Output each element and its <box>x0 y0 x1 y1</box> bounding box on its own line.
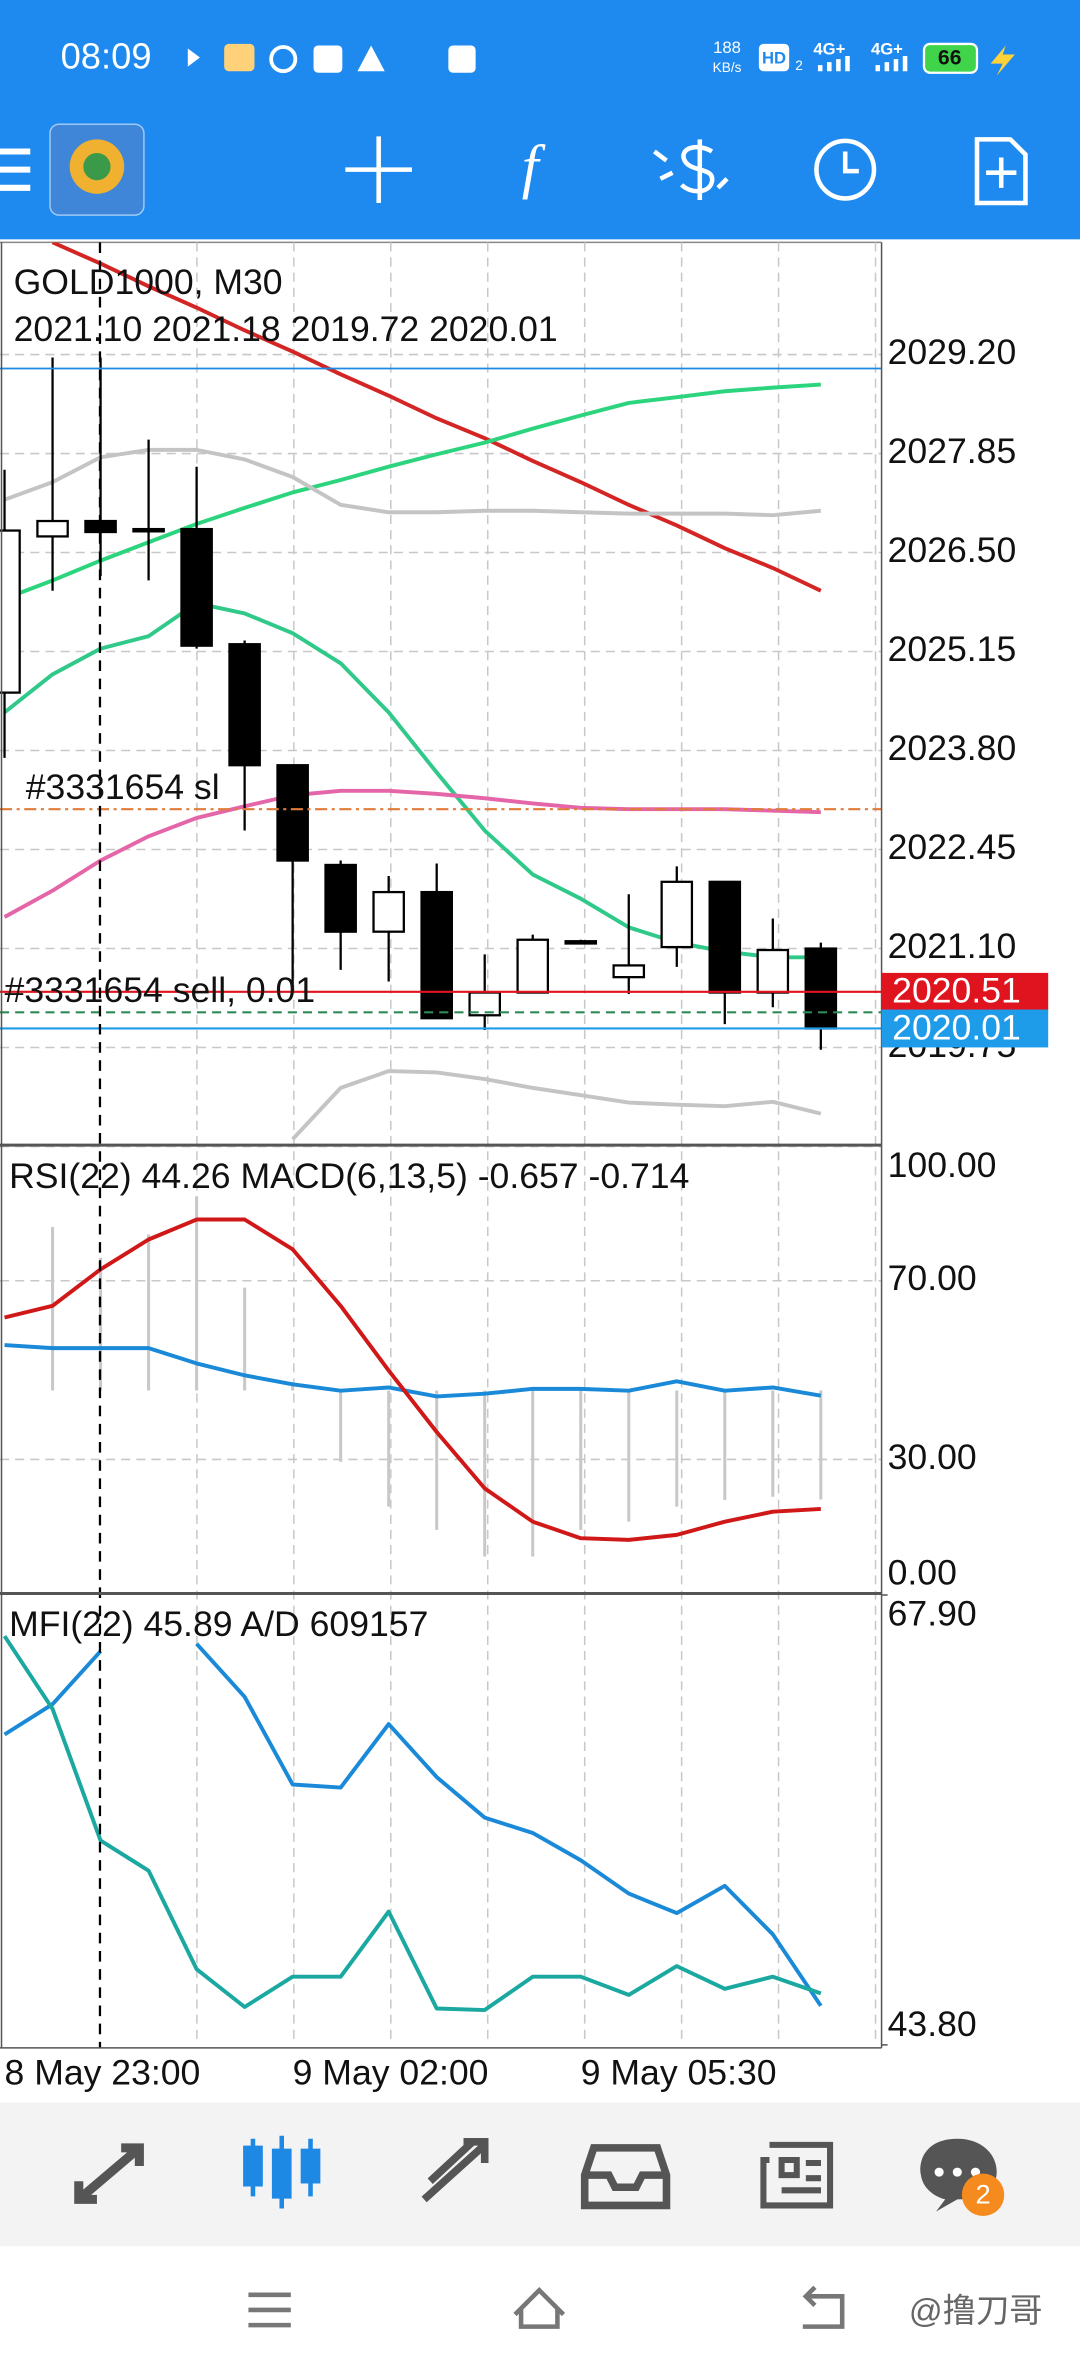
chart <box>0 241 882 2045</box>
candle-body <box>516 938 550 994</box>
y-tick-label: 43.80 <box>888 2004 977 2044</box>
menu-button[interactable] <box>0 148 31 191</box>
indicator-line <box>51 242 822 593</box>
y-tick-label: 2027.85 <box>888 431 1017 471</box>
y-tick-label: 70.00 <box>888 1258 977 1298</box>
battery <box>922 42 979 74</box>
candle-body <box>180 527 213 647</box>
net-unit: KB/s <box>713 60 742 75</box>
status-icon <box>269 45 298 74</box>
charging-icon <box>990 45 1015 76</box>
candle-body <box>324 863 357 933</box>
signal-bars <box>817 56 908 72</box>
panel <box>2 1634 823 2013</box>
panel <box>0 1146 882 1594</box>
indicator-line <box>291 1069 822 1141</box>
y-tick-label: 2021.10 <box>888 926 1017 966</box>
candle-body <box>132 527 165 533</box>
price-tag-label: 2020.51 <box>892 971 1021 1011</box>
status-time: 08:09 <box>61 36 152 77</box>
hd-icon <box>758 43 790 72</box>
status-icon <box>224 43 255 72</box>
panel-title: MFI(22) 45.89 A/D 609157 <box>9 1604 428 1644</box>
y-tick-label: 67.90 <box>888 1594 977 1634</box>
network-label: 4G+ <box>871 39 903 58</box>
nav-home[interactable] <box>513 2287 566 2329</box>
app-logo-mark <box>83 152 111 181</box>
indicator-line <box>3 382 821 601</box>
network-label: 4G+ <box>813 39 845 58</box>
x-tick-label: 9 May 05:30 <box>581 2053 777 2093</box>
battery-level: 66 <box>938 47 962 70</box>
nav-back[interactable] <box>802 2285 845 2329</box>
candle-body <box>276 764 309 862</box>
indicator-line <box>2 1634 822 2013</box>
nav-bar <box>0 2246 1080 2376</box>
y-tick-label: 0.00 <box>888 1553 957 1593</box>
candle-body <box>36 519 69 538</box>
candle-body <box>708 880 742 994</box>
indicator-line <box>3 447 822 518</box>
candle-body <box>372 890 405 933</box>
tab-trade[interactable] <box>421 2138 489 2203</box>
panel-subtitle: 2021.10 2021.18 2019.72 2020.01 <box>14 309 558 349</box>
candle-body <box>0 529 21 694</box>
panel <box>0 242 882 1141</box>
candle-body <box>612 964 646 979</box>
candle-body <box>756 948 790 994</box>
price-tag <box>881 1009 1049 1048</box>
templates-button-plus <box>986 157 1017 188</box>
panel-title: RSI(22) 44.26 MACD(6,13,5) -0.657 -0.714 <box>9 1156 689 1196</box>
templates-button[interactable] <box>974 137 1028 206</box>
status-icon <box>313 45 343 73</box>
status-icon <box>187 48 200 67</box>
tab-quotes[interactable] <box>74 2143 144 2204</box>
candle-body <box>420 890 453 1020</box>
y-tick-label: 2022.45 <box>888 827 1017 867</box>
hd-sim: 2 <box>795 58 803 73</box>
y-tick-label: 30.00 <box>888 1437 977 1477</box>
candle-body <box>660 880 694 949</box>
hd-label: HD <box>762 48 786 67</box>
net-speed: 188 <box>713 38 741 57</box>
badge <box>961 2173 1005 2217</box>
indicator-line <box>3 1642 823 2007</box>
trade-button[interactable] <box>680 139 715 200</box>
candle-body <box>564 940 598 945</box>
period-button[interactable] <box>814 138 877 201</box>
panel-title: GOLD1000, M30 <box>14 262 283 302</box>
candle-body <box>804 947 838 1030</box>
y-tick-label: 2029.20 <box>888 332 1017 372</box>
indicator-line <box>4 1217 821 1542</box>
watermark: @撸刀哥 <box>909 2293 1043 2330</box>
y-tick-label: 2026.50 <box>888 530 1017 570</box>
crosshair-button[interactable] <box>345 136 413 203</box>
tab-history[interactable] <box>580 2144 671 2210</box>
price-tag <box>881 972 1049 1011</box>
nav-menu[interactable] <box>248 2292 291 2328</box>
badge-count: 2 <box>975 2179 990 2210</box>
y-tick-label: 2025.15 <box>888 629 1017 669</box>
candle-body <box>228 643 261 767</box>
status-icon <box>357 45 385 72</box>
indicator-line <box>4 1343 822 1399</box>
x-tick-label: 8 May 23:00 <box>5 2053 201 2093</box>
x-tick-label: 9 May 02:00 <box>293 2053 489 2093</box>
trade-button-arrows <box>652 149 729 190</box>
tab-news[interactable] <box>760 2141 834 2209</box>
order-label: #3331654 sell, 0.01 <box>5 970 316 1010</box>
y-tick-label: 2023.80 <box>888 728 1017 768</box>
order-label: #3331654 sl <box>26 767 220 807</box>
tab-chart[interactable] <box>243 2135 321 2209</box>
period-button-hands <box>842 151 859 174</box>
y-tick-label: 100.00 <box>888 1145 997 1185</box>
app-header <box>0 0 1080 240</box>
price-tag-label: 2020.01 <box>892 1007 1021 1047</box>
status-icon <box>448 45 476 73</box>
tab-bar <box>0 2102 1080 2247</box>
